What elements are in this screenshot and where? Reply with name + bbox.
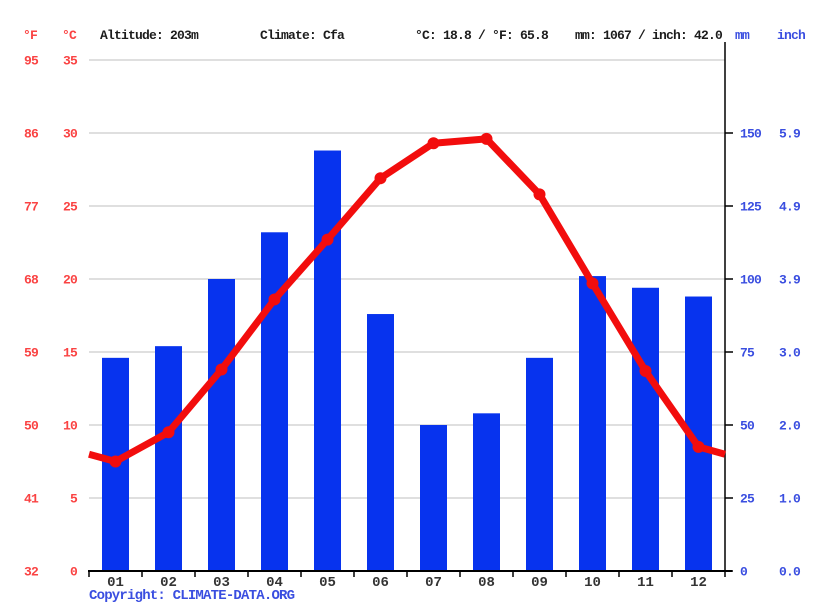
c-axis-label: 5 [70, 492, 78, 507]
mm-axis-label: 75 [740, 346, 755, 361]
temperature-line [88, 132, 726, 468]
inch-axis-label: 3.0 [779, 346, 801, 361]
inch-axis-label: 0.0 [779, 565, 801, 580]
x-axis: 01 02 03 04 05 06 07 08 09 10 11 12 [88, 570, 732, 591]
precipitation-bar-07 [420, 425, 447, 571]
f-axis-label: 68 [24, 273, 39, 288]
copyright-label: Copyright: [89, 588, 166, 604]
mm-axis-label: 0 [740, 565, 748, 580]
temperature-point-01 [109, 455, 122, 468]
temperature-point-09 [533, 188, 546, 201]
mm-axis-label: 125 [740, 200, 762, 215]
gridlines [89, 59, 725, 499]
f-axis-label: 50 [24, 419, 39, 434]
mm-axis-label: 50 [740, 419, 755, 434]
month-label-05: 05 [319, 575, 336, 591]
temperature-point-10 [586, 277, 599, 290]
c-axis-label: 20 [63, 273, 78, 288]
precipitation-bar-10 [579, 276, 606, 571]
temperature-point-05 [321, 233, 334, 246]
month-label-07: 07 [425, 575, 442, 591]
f-axis-label: 77 [24, 200, 38, 215]
f-axis-label: 59 [24, 346, 39, 361]
inch-axis-label: 5.9 [779, 127, 801, 142]
mm-axis-label: 150 [740, 127, 762, 142]
f-axis-label: 95 [24, 54, 39, 69]
month-label-09: 09 [531, 575, 548, 591]
c-axis-label: 25 [63, 200, 78, 215]
month-label-02: 02 [160, 575, 177, 591]
month-label-12: 12 [690, 575, 707, 591]
inch-axis-label: 4.9 [779, 200, 801, 215]
month-label-04: 04 [266, 575, 283, 591]
month-label-11: 11 [637, 575, 654, 591]
precipitation-bar-06 [367, 314, 394, 571]
precipitation-bars [102, 150, 712, 571]
mm-axis-label: 100 [740, 273, 762, 288]
temperature-point-04 [268, 293, 281, 306]
f-axis-label: 41 [24, 492, 39, 507]
month-label-08: 08 [478, 575, 495, 591]
climate-data-org-link[interactable]: CLIMATE-DATA.ORG [172, 588, 295, 604]
copyright-line: Copyright: CLIMATE-DATA.ORG [89, 588, 295, 604]
avg-temperature-label: °C: 18.8 / °F: 65.8 [415, 28, 549, 43]
inch-axis-label: 1.0 [779, 492, 801, 507]
f-axis-label: 86 [24, 127, 39, 142]
c-axis-label: 30 [63, 127, 78, 142]
mm-unit-label: mm [735, 28, 750, 43]
c-axis-label: 35 [63, 54, 78, 69]
climate-class-label: Climate: Cfa [260, 28, 345, 43]
temperature-point-07 [427, 137, 440, 150]
precipitation-bar-04 [261, 232, 288, 571]
mm-axis-label: 25 [740, 492, 755, 507]
precipitation-bar-08 [473, 413, 500, 571]
left-axis-labels: 95 35 86 30 77 25 68 20 59 15 50 10 41 5 32 0 [24, 54, 79, 580]
precipitation-bar-11 [632, 287, 659, 571]
c-axis-label: 15 [63, 346, 78, 361]
temperature-point-03 [215, 363, 228, 376]
month-label-10: 10 [584, 575, 601, 591]
inch-axis-label: 2.0 [779, 419, 801, 434]
altitude-label: Altitude: 203m [100, 28, 199, 43]
annual-precip-label: mm: 1067 / inch: 42.0 [575, 28, 723, 43]
f-axis-label: 32 [24, 565, 39, 580]
fahrenheit-unit-label: °F [23, 28, 38, 43]
temperature-point-02 [162, 426, 175, 439]
precipitation-bar-05 [314, 150, 341, 571]
inch-axis-label: 3.9 [779, 273, 801, 288]
month-label-06: 06 [372, 575, 389, 591]
precipitation-bar-03 [208, 279, 235, 571]
precipitation-bar-02 [155, 346, 182, 571]
temperature-point-08 [480, 132, 493, 145]
temperature-point-12 [692, 440, 705, 453]
month-label-03: 03 [213, 575, 230, 591]
temperature-point-11 [639, 364, 652, 377]
c-axis-label: 10 [63, 419, 78, 434]
inch-unit-label: inch [777, 28, 806, 43]
c-axis-label: 0 [70, 565, 78, 580]
precipitation-bar-09 [526, 357, 553, 571]
celsius-unit-label: °C [62, 28, 77, 43]
right-axis: 150 5.9 125 4.9 100 3.9 75 3.0 50 2.0 25 1.0 0 0.0 [724, 42, 802, 580]
month-label-01: 01 [107, 575, 124, 591]
temperature-point-06 [374, 172, 387, 185]
